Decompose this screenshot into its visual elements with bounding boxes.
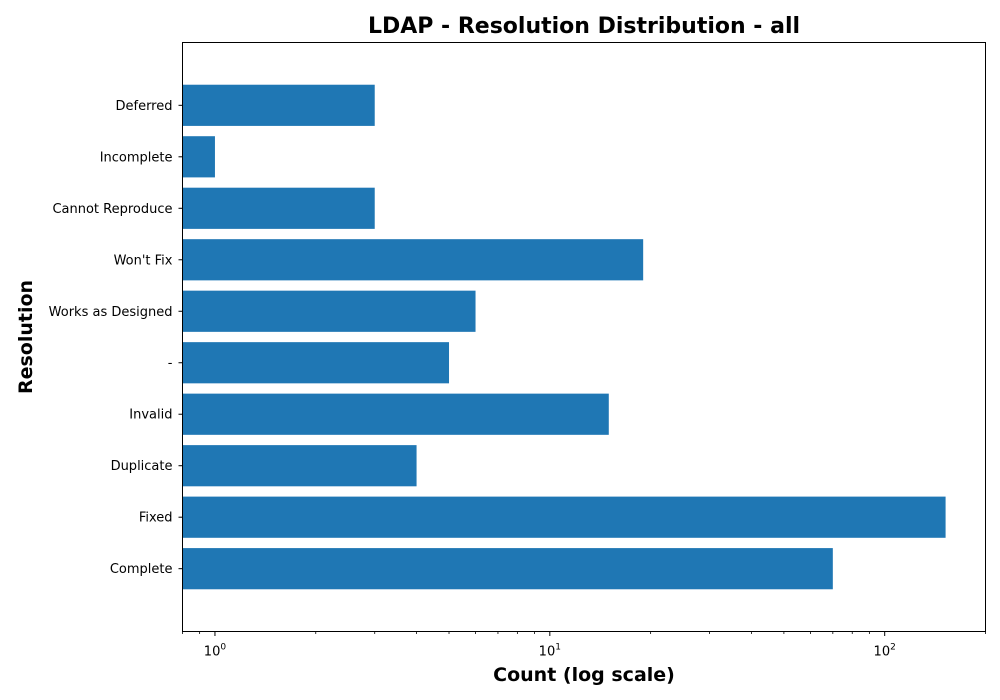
y-tick-label: - (168, 356, 173, 371)
y-axis-label: Resolution (15, 280, 37, 394)
y-tick-label: Invalid (129, 408, 172, 423)
bar-complete (182, 548, 833, 590)
y-tick-label: Incomplete (100, 150, 173, 165)
bar-incomplete (182, 136, 215, 178)
bar-dash (182, 342, 450, 384)
y-tick-label: Fixed (139, 511, 173, 526)
bar-cannot-reproduce (182, 187, 375, 229)
y-tick-label: Complete (110, 562, 173, 577)
y-tick-label: Duplicate (111, 459, 173, 474)
bar-fixed (182, 496, 946, 538)
y-tick-label: Cannot Reproduce (52, 202, 172, 217)
y-axis-ticks: Complete Fixed Duplicate Invalid - Works as D… (49, 99, 183, 577)
x-tick-label: 102 (874, 643, 896, 660)
x-tick-label: 101 (539, 643, 561, 660)
bar-duplicate (182, 445, 417, 487)
bar-deferred (182, 84, 375, 126)
y-tick-label: Deferred (115, 99, 172, 114)
bar-works-as-designed (182, 290, 476, 332)
x-axis-label: Count (log scale) (493, 664, 675, 686)
chart-title: LDAP - Resolution Distribution - all (368, 14, 800, 39)
plot-frame (182, 42, 986, 632)
bar-invalid (182, 393, 609, 435)
bars-group (182, 84, 946, 590)
bar-won-t-fix (182, 239, 644, 281)
x-tick-label: 100 (204, 643, 227, 660)
y-tick-label: Won't Fix (114, 253, 173, 268)
y-tick-label: Works as Designed (49, 305, 173, 320)
